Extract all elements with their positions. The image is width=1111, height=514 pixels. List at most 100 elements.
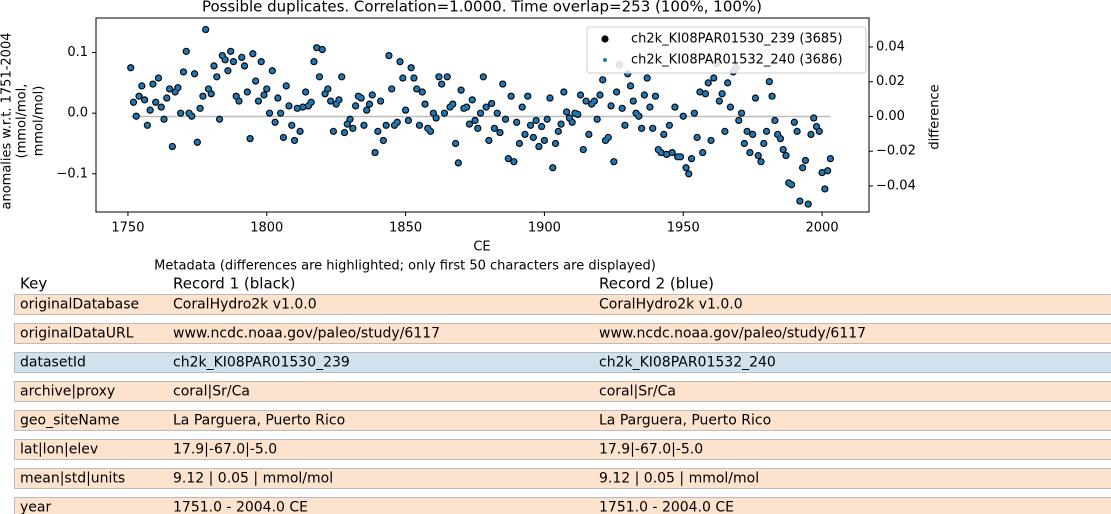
data-point [472, 117, 478, 123]
data-point [397, 59, 403, 65]
data-point [236, 98, 242, 104]
data-point [328, 98, 334, 104]
data-point [666, 122, 672, 128]
data-point [558, 121, 564, 127]
data-point [133, 113, 139, 119]
data-point [514, 119, 520, 125]
data-point [211, 63, 217, 69]
data-point [361, 122, 367, 128]
data-point [519, 104, 525, 110]
table-row [14, 323, 1111, 344]
data-point [497, 130, 503, 136]
data-point [469, 97, 475, 103]
data-point [411, 75, 417, 81]
data-point [697, 89, 703, 95]
data-point [161, 116, 167, 122]
data-point [130, 99, 136, 105]
table-header: Record 2 (blue) [599, 275, 714, 293]
data-point [672, 104, 678, 110]
table-caption: Metadata (differences are highlighted; o… [154, 259, 656, 274]
data-point [389, 86, 395, 92]
data-point [725, 80, 731, 86]
table-cell: 17.9|-67.0|-5.0 [173, 442, 277, 458]
data-point [230, 59, 236, 65]
data-point [322, 91, 328, 97]
data-point [219, 53, 225, 59]
table-cell: www.ncdc.noaa.gov/paleo/study/6117 [599, 326, 866, 342]
data-point [702, 91, 708, 97]
data-point [153, 99, 159, 105]
data-point [755, 153, 761, 159]
data-point [752, 95, 758, 101]
table-row [14, 410, 1111, 431]
data-point [222, 57, 228, 63]
data-point [330, 128, 336, 134]
data-point [347, 116, 353, 122]
data-point [233, 93, 239, 99]
data-point [483, 104, 489, 110]
data-point [272, 119, 278, 125]
data-point [814, 124, 820, 130]
data-point [319, 47, 325, 53]
data-point [808, 131, 814, 137]
table-cell: originalDataURL [20, 326, 134, 342]
data-point [244, 89, 250, 95]
data-point [486, 137, 492, 143]
data-point [736, 117, 742, 123]
data-point [255, 98, 261, 104]
data-point [261, 92, 267, 98]
y-tick-label: −0.1 [56, 166, 88, 181]
table-row [14, 381, 1111, 402]
table-row [14, 352, 1111, 373]
data-point [167, 86, 173, 92]
data-point [475, 125, 481, 131]
table-cell: 1751.0 - 2004.0 CE [173, 500, 308, 514]
data-point [561, 89, 567, 95]
data-point [494, 110, 500, 116]
data-point [333, 101, 339, 107]
data-point [378, 98, 384, 104]
data-point [741, 140, 747, 146]
data-point [586, 131, 592, 137]
data-point [522, 131, 528, 137]
table-cell: ch2k_KI08PAR01530_239 [173, 355, 350, 371]
data-point [419, 89, 425, 95]
data-point [369, 92, 375, 98]
data-point [205, 86, 211, 92]
x-tick-label: 1750 [111, 221, 144, 236]
data-point [583, 98, 589, 104]
data-point [564, 109, 570, 115]
data-point [530, 134, 536, 140]
table-row [14, 294, 1111, 315]
data-point [428, 128, 434, 134]
y2-tick-label: 0.00 [876, 109, 905, 124]
data-point [278, 110, 284, 116]
data-point [464, 104, 470, 110]
table-row [14, 468, 1111, 489]
data-point [608, 103, 614, 109]
table-header: Record 1 (black) [173, 275, 295, 293]
data-point [258, 59, 264, 65]
data-point [600, 77, 606, 83]
data-point [541, 137, 547, 143]
data-point [630, 98, 636, 104]
data-point [764, 128, 770, 134]
data-point [500, 81, 506, 87]
data-point [380, 137, 386, 143]
data-point [802, 157, 808, 163]
data-point [650, 125, 656, 131]
data-point [275, 95, 281, 101]
x-tick-label: 1800 [250, 221, 283, 236]
data-point [416, 122, 422, 128]
data-point [647, 104, 653, 110]
data-point [308, 99, 314, 105]
data-point [683, 165, 689, 171]
data-point [264, 86, 270, 92]
data-point [267, 110, 273, 116]
data-point [516, 140, 522, 146]
data-point [611, 159, 617, 165]
table-cell: ch2k_KI08PAR01532_240 [599, 355, 776, 371]
data-point [175, 85, 181, 91]
data-point [700, 150, 706, 156]
data-point [789, 182, 795, 188]
